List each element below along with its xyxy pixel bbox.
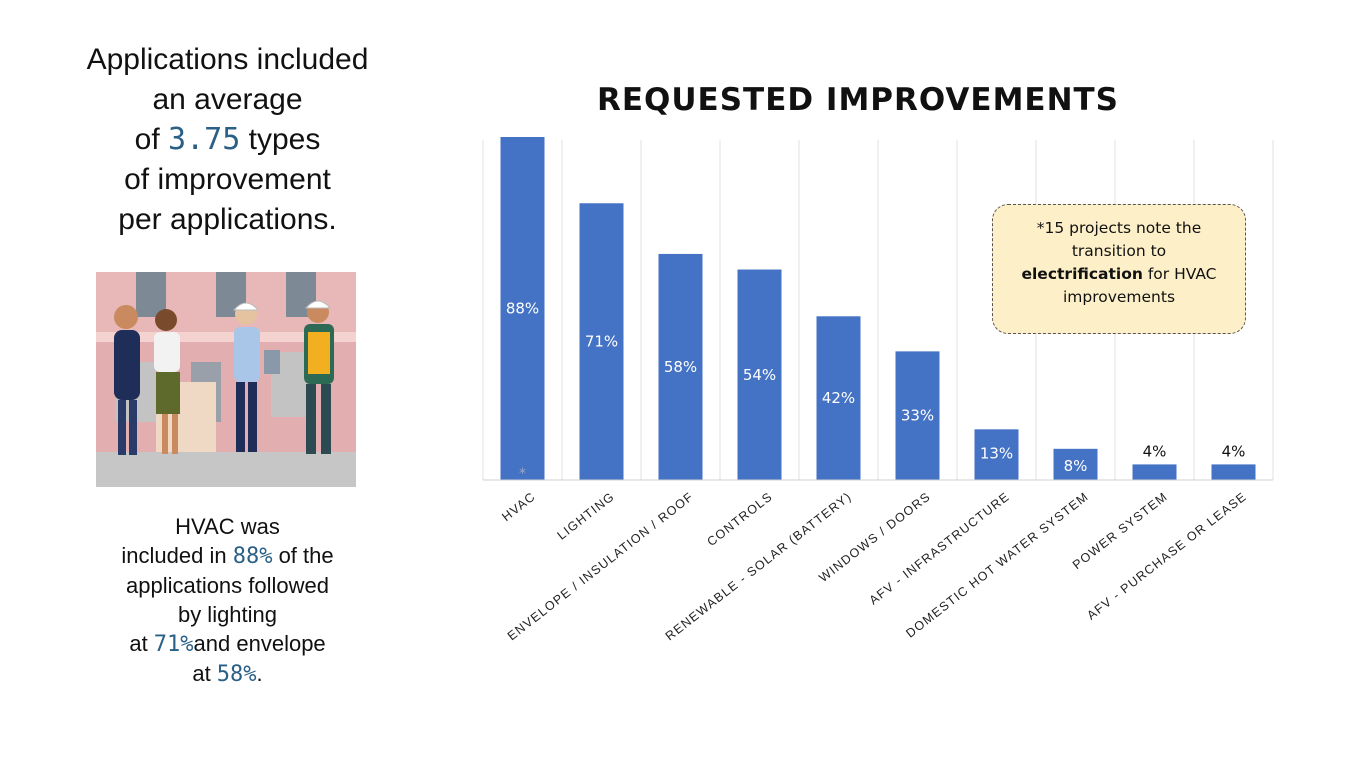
requested-improvements-chart: REQUESTED IMPROVEMENTS 88% * 71% 58% 54% 42% 3… [482, 82, 1274, 643]
bar-value-label: 58% [664, 358, 697, 376]
x-tick-label: LIGHTING [555, 489, 618, 542]
caption-line-1: HVAC was [175, 514, 280, 539]
caption-line-2-post: of the [272, 543, 334, 568]
caption-line-5-post: and envelope [193, 631, 326, 656]
envelope-share-value: 58% [216, 662, 257, 687]
bar-value-label: 54% [743, 366, 776, 384]
x-tick-label: AFV - INFRASTRUCTURE [867, 489, 1013, 607]
caption-text: HVAC was included in 88% of the applicat… [60, 512, 395, 689]
electrification-callout: *15 projects note the transition to elec… [992, 204, 1246, 334]
bar-power-system [1132, 464, 1177, 480]
x-tick-label: CONTROLS [704, 489, 775, 549]
summary-line-1: Applications included [86, 43, 369, 76]
chart-title: REQUESTED IMPROVEMENTS [597, 82, 1119, 118]
bar-hvac [500, 137, 545, 480]
bar-domestic-hot-water-system [1053, 448, 1098, 480]
chart-bars: 88% * 71% 58% 54% 42% 33% 13% 8% 4% 4% [500, 137, 1256, 482]
summary-line-3-post: types [240, 123, 321, 156]
construction-team-illustration [96, 272, 356, 487]
bar-value-label: 71% [585, 333, 618, 351]
bar-value-label: 4% [1222, 442, 1246, 460]
summary-text: Applications included an average of 3.75… [60, 40, 395, 240]
chart-gridlines [482, 140, 1274, 480]
callout-line-3-post: for HVAC [1142, 265, 1217, 283]
bar-afv-infrastructure [974, 429, 1019, 480]
summary-line-4: of improvement [124, 163, 331, 196]
bar-value-label: 42% [822, 389, 855, 407]
summary-line-5: per applications. [118, 203, 337, 236]
bar-afv-purchase-or-lease [1211, 464, 1256, 480]
callout-line-1: *15 projects note the [1036, 219, 1202, 237]
caption-line-4: by lighting [177, 602, 278, 627]
bar-windows-doors [895, 351, 940, 480]
bar-renewable-solar-battery [816, 316, 861, 480]
hvac-share-value: 88% [232, 544, 273, 569]
caption-line-5-pre: at [129, 631, 154, 656]
callout-bold-term: electrification [1021, 265, 1143, 283]
callout-line-4: improvements [1062, 288, 1176, 306]
x-tick-label: HVAC [499, 489, 538, 524]
bar-value-label: 4% [1143, 442, 1167, 460]
callout-line-2: transition to [1071, 242, 1167, 260]
bar-controls [737, 269, 782, 480]
bar-value-label: 88% [506, 300, 539, 318]
caption-line-6-pre: at [192, 661, 217, 686]
summary-line-2: an average [152, 83, 303, 116]
bar-lighting [579, 203, 624, 481]
bar-value-label: 13% [980, 444, 1013, 462]
lighting-share-value: 71% [153, 632, 194, 657]
caption-line-6-post: . [256, 661, 263, 686]
x-tick-label: AFV - PURCHASE OR LEASE [1084, 489, 1249, 622]
bar-value-label: 8% [1064, 457, 1088, 475]
hvac-asterisk-mark: * [519, 466, 526, 482]
caption-line-3: applications followed [125, 573, 330, 598]
bar-value-label: 33% [901, 407, 934, 425]
bar-envelope-insulation-roof [658, 253, 703, 480]
summary-line-3-pre: of [134, 123, 169, 156]
caption-line-2-pre: included in [121, 543, 233, 568]
summary-block: Applications included an average of 3.75… [60, 40, 395, 240]
average-types-value: 3.75 [168, 122, 241, 157]
